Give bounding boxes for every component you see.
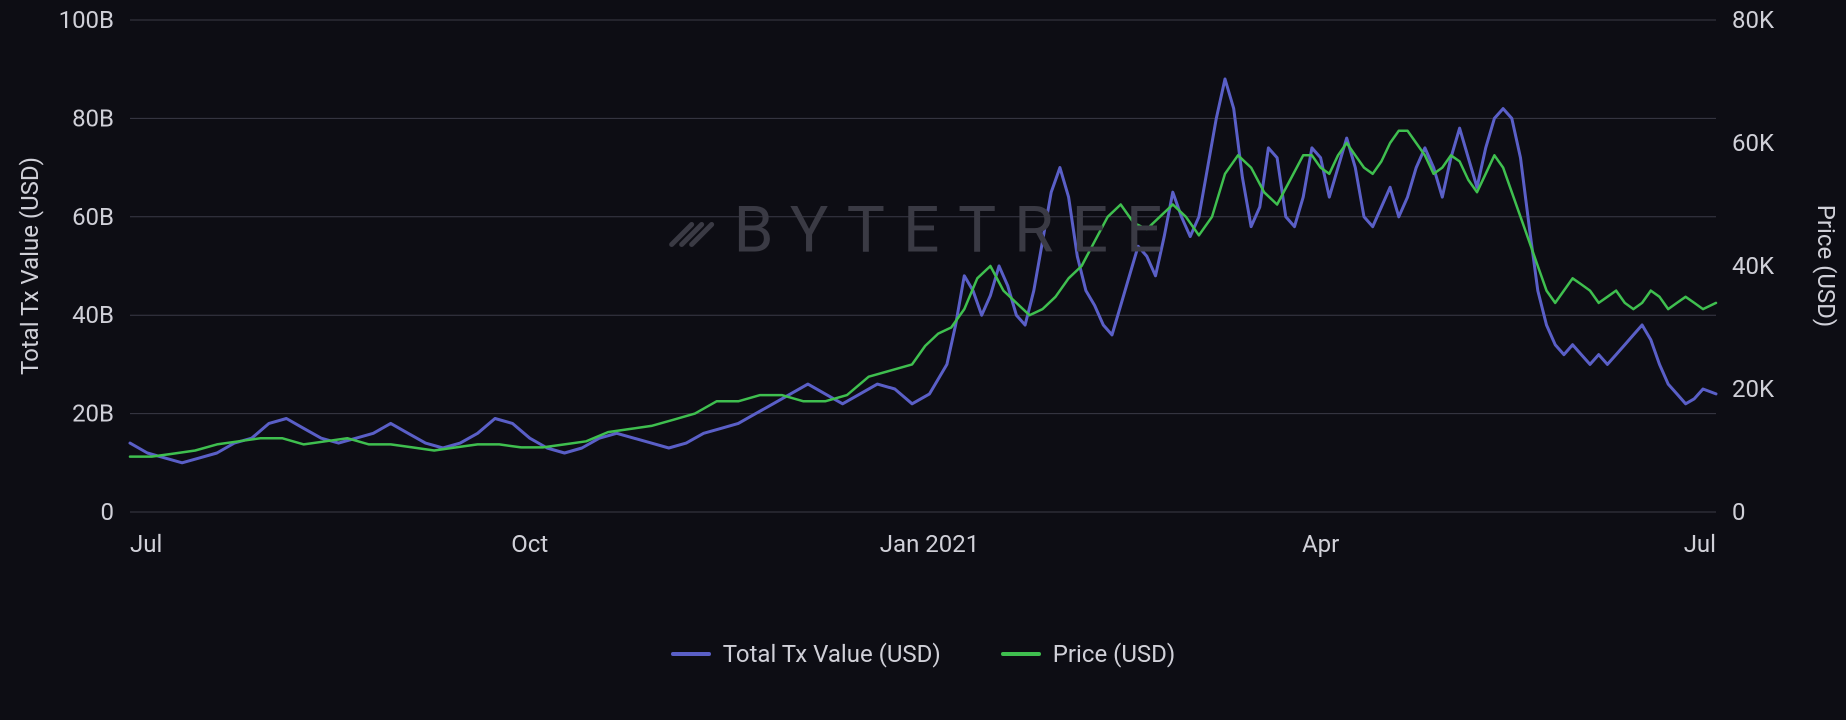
series-line [130, 79, 1716, 463]
y-right-tick-label: 80K [1732, 6, 1775, 34]
y-right-tick-label: 0 [1732, 498, 1746, 526]
x-tick-label: Apr [1302, 530, 1339, 558]
legend-swatch [1001, 652, 1041, 656]
x-tick-label: Jul [130, 530, 162, 558]
y-right-tick-label: 20K [1732, 375, 1775, 403]
y-left-tick-label: 40B [72, 301, 114, 329]
legend-item: Price (USD) [1001, 640, 1175, 668]
y-left-axis-label: Total Tx Value (USD) [16, 157, 44, 375]
chart-svg: 0 20B 40B 60B 80B 100B 0 20K 40K 60K 80K Jul Oct Jan … [0, 0, 1846, 720]
legend-swatch [671, 652, 711, 656]
x-tick-label: Jul [1684, 530, 1716, 558]
legend-item: Total Tx Value (USD) [671, 640, 941, 668]
y-right-tick-label: 60K [1732, 129, 1775, 157]
x-tick-label: Oct [511, 530, 548, 558]
legend-label: Price (USD) [1053, 640, 1175, 668]
y-left-tick-label: 20B [72, 400, 114, 428]
y-left-tick-label: 0 [101, 498, 115, 526]
chart-container: 0 20B 40B 60B 80B 100B 0 20K 40K 60K 80K Jul Oct Jan … [0, 0, 1846, 720]
y-right-axis-label: Price (USD) [1812, 205, 1840, 327]
y-right-tick-label: 40K [1732, 252, 1775, 280]
y-left-tick-label: 100B [59, 6, 114, 34]
legend-label: Total Tx Value (USD) [723, 640, 941, 668]
y-left-tick-label: 60B [72, 203, 114, 231]
x-tick-label: Jan 2021 [880, 530, 979, 558]
legend: Total Tx Value (USD) Price (USD) [0, 640, 1846, 668]
y-left-tick-label: 80B [72, 104, 114, 132]
